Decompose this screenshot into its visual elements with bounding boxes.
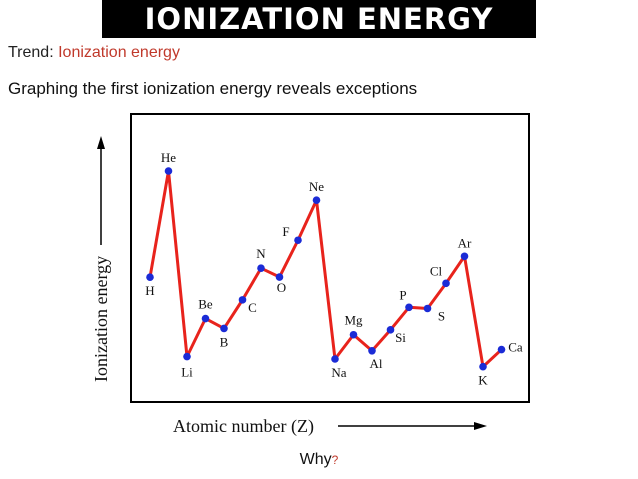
point-label-ar: Ar <box>458 235 472 250</box>
page-title-text: IONIZATION ENERGY <box>144 2 494 36</box>
footer-text: Why <box>299 451 332 468</box>
point-label-s: S <box>438 308 445 323</box>
data-point-k <box>479 362 487 371</box>
data-point-f <box>294 236 302 245</box>
data-point-si <box>386 326 395 334</box>
point-label-f: F <box>282 224 289 239</box>
point-label-k: K <box>478 373 488 388</box>
point-label-n: N <box>256 246 266 261</box>
data-point-c <box>238 296 247 304</box>
data-point-n <box>257 264 265 273</box>
point-label-mg: Mg <box>344 313 363 328</box>
data-point-ca <box>497 345 506 354</box>
point-label-ca: Ca <box>508 340 523 355</box>
x-axis-label: Atomic number (Z) <box>173 416 314 437</box>
point-label-li: Li <box>181 365 193 380</box>
point-label-cl: Cl <box>430 263 443 278</box>
data-point-be <box>201 314 210 323</box>
lead-text: Graphing the first ionization energy rev… <box>8 79 418 98</box>
point-label-na: Na <box>331 365 346 380</box>
data-point-he <box>164 167 173 175</box>
data-point-ne <box>312 196 321 204</box>
point-label-al: Al <box>370 356 383 371</box>
data-point-ar <box>460 252 469 261</box>
trend-prefix: Trend: <box>8 44 59 61</box>
trend-line: Trend: Ionization energy <box>8 44 180 62</box>
data-point-b <box>220 324 228 333</box>
data-point-na <box>331 355 339 363</box>
plot-frame <box>130 113 530 403</box>
data-point-h <box>146 273 154 282</box>
x-axis-arrow-head <box>474 422 487 430</box>
series-line <box>148 169 503 369</box>
data-point-s <box>423 304 432 313</box>
data-point-cl <box>442 279 450 288</box>
data-point-al <box>368 346 376 355</box>
y-axis-label: Ionization energy <box>91 256 111 382</box>
chart-marks: H He Li Be B C N O F Ne Na Mg Al Si P S Cl Ar K Ca <box>145 150 523 388</box>
point-label-p: P <box>399 287 406 302</box>
point-label-be: Be <box>198 297 213 312</box>
data-point-mg <box>349 330 358 339</box>
point-label-he: He <box>161 150 176 165</box>
data-point-p <box>405 303 413 312</box>
point-label-si: Si <box>395 330 406 345</box>
point-label-o: O <box>277 280 286 295</box>
y-axis-arrow-head <box>97 136 105 149</box>
footer-mark: ? <box>331 453 339 467</box>
point-label-ne: Ne <box>309 179 324 194</box>
point-label-c: C <box>248 300 257 315</box>
point-label-b: B <box>220 334 229 349</box>
footer-question: Why? <box>0 451 638 469</box>
page-title: IONIZATION ENERGY <box>102 0 536 38</box>
data-point-o <box>275 273 284 281</box>
data-point-li <box>183 352 191 361</box>
trend-value: Ionization energy <box>58 44 180 61</box>
point-label-h: H <box>145 283 154 298</box>
